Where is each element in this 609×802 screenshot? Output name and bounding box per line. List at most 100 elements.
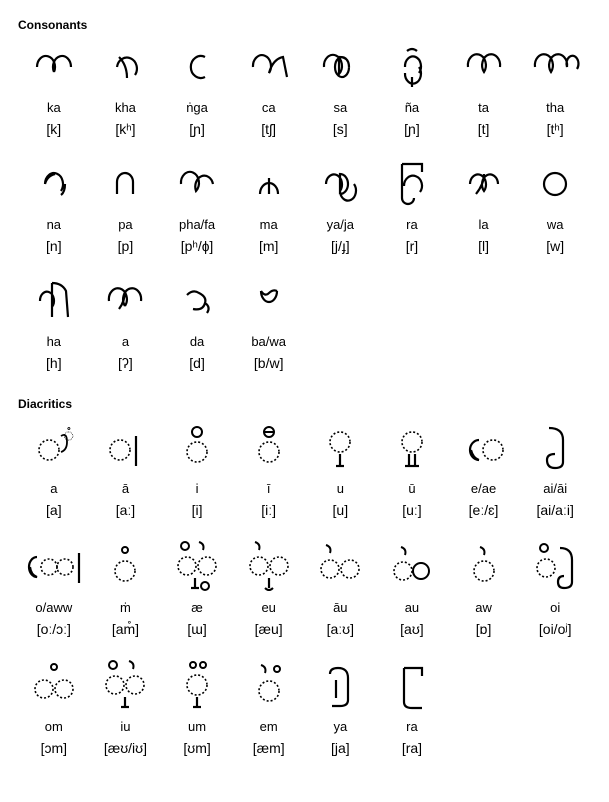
glyph-ipa: [t] [478,121,490,137]
diacritic-aau [305,538,377,594]
glyph-pha [161,157,233,211]
glyph-label: wa [547,217,564,232]
glyph-ipa: [tʃ] [261,121,276,137]
section-title-consonants: Consonants [18,18,591,32]
glyph-ipa: [k] [46,121,61,137]
glyph-ipa: [a] [46,502,62,518]
glyph-label: ṁ [120,600,131,615]
glyph-ipa: [i] [192,502,203,518]
diacritic-aa [90,419,162,475]
glyph-cell: ra [ra] [376,657,448,756]
glyph-cell: om [ɔm] [18,657,90,756]
glyph-cell: i [i] [161,419,233,518]
glyph-ipa: [r] [406,238,418,254]
glyph-tha [519,40,591,94]
glyph-label: ta [478,100,489,115]
glyph-ipa: [m] [259,238,278,254]
glyph-label: ka [47,100,61,115]
glyph-ipa: [j/ɟ] [331,238,350,254]
diacritic-eu [233,538,305,594]
glyph-cell: o/aww [oː/ɔː] [18,538,90,637]
glyph-ra [376,157,448,211]
diacritic-i [161,419,233,475]
diacritic-au [376,538,448,594]
glyph-ma [233,157,305,211]
glyph-label: ca [262,100,276,115]
glyph-nga [161,40,233,94]
glyph-label: āu [333,600,347,615]
glyph-cell: ta [t] [448,40,520,137]
glyph-label: na [47,217,61,232]
glyph-cell: um [ʊm] [161,657,233,756]
glyph-label: eu [261,600,275,615]
glyph-ipa: [oː/ɔː] [37,621,71,637]
glyph-ipa: [æu] [255,621,283,637]
glyph-ipa: [b/w] [254,355,284,371]
glyph-ipa: [h] [46,355,62,371]
diacritic-ra [376,657,448,713]
diacritics-grid: ံ a [a] ā [aː] i [i] [18,419,591,776]
glyph-ipa: [ɒ] [476,621,492,637]
glyph-sa [305,40,377,94]
diacritic-a: ံ [18,419,90,475]
diacritic-oi [519,538,591,594]
glyph-ipa: [n] [46,238,62,254]
glyph-ipa: [ɔm] [41,740,67,756]
glyph-ipa: [ʔ] [118,355,133,371]
glyph-ta [448,40,520,94]
glyph-cell: ka [k] [18,40,90,137]
glyph-ipa: [s] [333,121,348,137]
glyph-label: au [405,600,419,615]
glyph-ipa: [aʊ] [400,621,424,637]
glyph-ipa: [ɯ] [187,621,206,637]
glyph-ipa: [am̊] [112,621,139,637]
diacritic-aw [448,538,520,594]
glyph-cell: ña [ɲ] [376,40,448,137]
glyph-cell: au [aʊ] [376,538,448,637]
glyph-cell: kha [kʰ] [90,40,162,137]
glyph-la [448,157,520,211]
glyph-ipa: [w] [546,238,564,254]
glyph-ba [233,274,305,328]
glyph-ipa: [ja] [331,740,350,756]
glyph-cell: ma [m] [233,157,305,254]
glyph-cell: na [n] [18,157,90,254]
diacritic-um [161,657,233,713]
glyph-label: la [479,217,489,232]
glyph-ha [18,274,90,328]
glyph-label: ra [406,217,418,232]
glyph-cell: tha [tʰ] [519,40,591,137]
glyph-ipa: [u] [333,502,349,518]
glyph-label: u [337,481,344,496]
glyph-cell: wa [w] [519,157,591,254]
glyph-a [90,274,162,328]
glyph-cell: pha/fa [pʰ/ɸ] [161,157,233,254]
glyph-label: ra [406,719,418,734]
glyph-ipa: [pʰ/ɸ] [181,238,214,254]
glyph-label: um [188,719,206,734]
glyph-ipa: [kʰ] [115,121,135,137]
glyph-ca [233,40,305,94]
glyph-cell: ṅga [ɲ] [161,40,233,137]
glyph-ipa: [ra] [402,740,422,756]
glyph-label: ña [405,100,419,115]
diacritic-u [305,419,377,475]
glyph-cell: ha [h] [18,274,90,371]
glyph-cell: da [d] [161,274,233,371]
glyph-cell: ca [tʃ] [233,40,305,137]
glyph-label: ba/wa [251,334,286,349]
glyph-label: ya/ja [327,217,354,232]
glyph-cell: u [u] [305,419,377,518]
glyph-cell: ṁ [am̊] [90,538,162,637]
glyph-label: æ [191,600,203,615]
glyph-label: iu [120,719,130,734]
glyph-label: sa [333,100,347,115]
diacritic-iu [90,657,162,713]
glyph-label: om [45,719,63,734]
glyph-nya [376,40,448,94]
glyph-ipa: [eː/ɛ] [469,502,499,518]
glyph-label: aw [475,600,492,615]
glyph-ipa: [d] [189,355,205,371]
glyph-label: ā [122,481,129,496]
glyph-ipa: [ɲ] [404,121,420,137]
